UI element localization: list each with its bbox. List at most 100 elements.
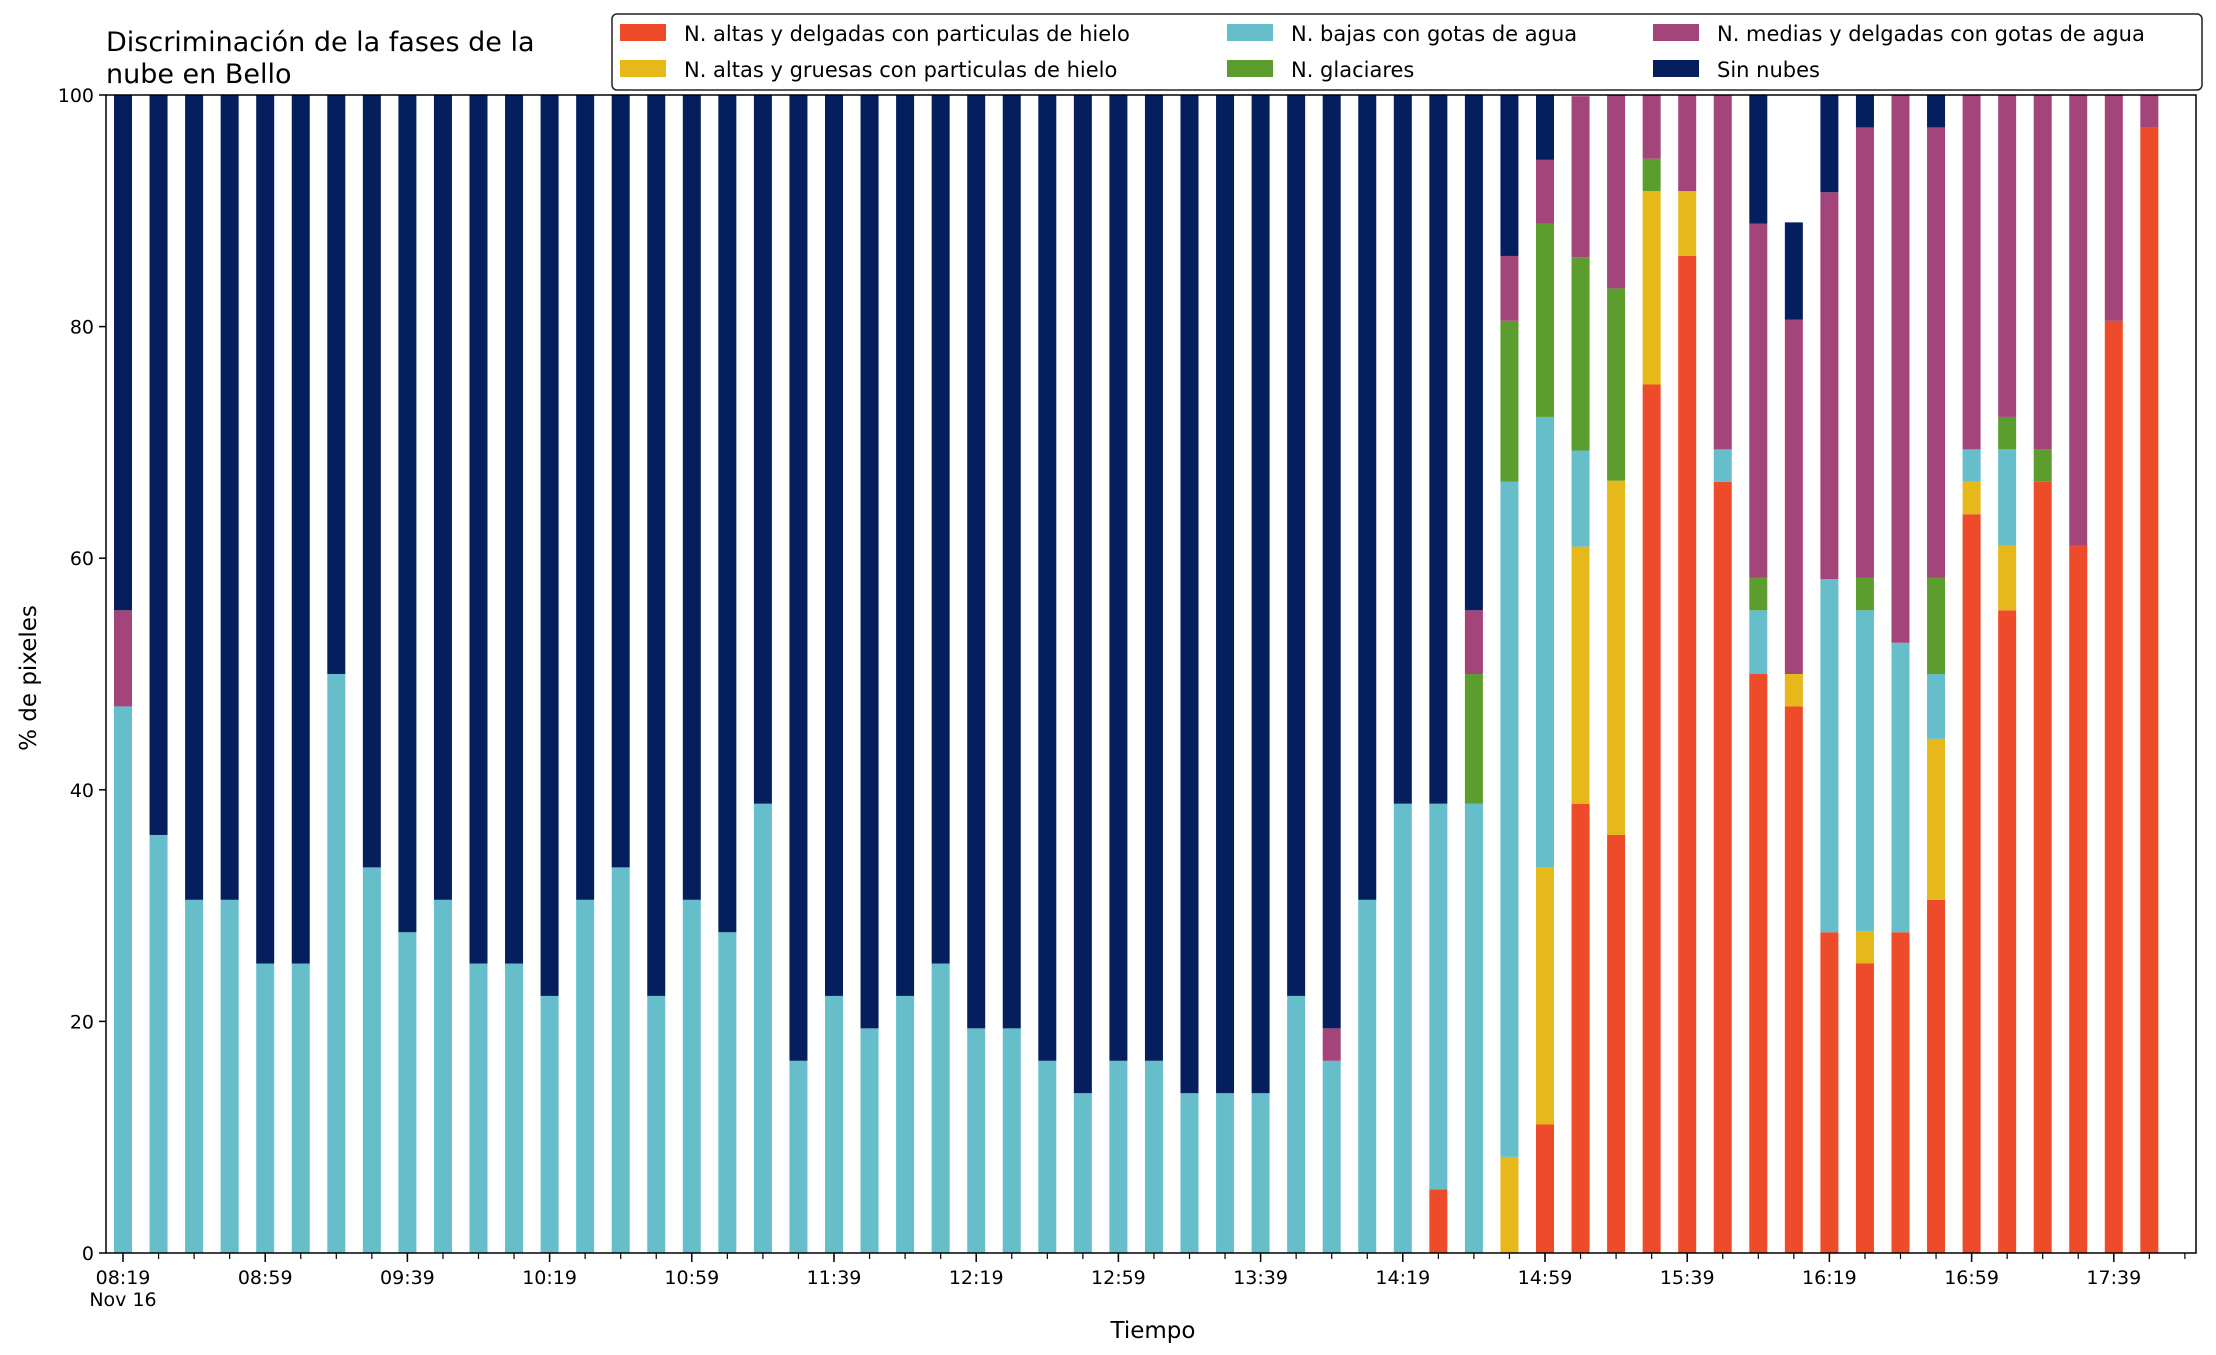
bar-segment-5 [114,610,132,707]
bar-segment-5 [2033,95,2052,450]
bar-segment-3 [185,899,204,1253]
bar-segment-3 [114,706,132,1253]
bar-segment-6 [1144,95,1163,1061]
bar-segment-2 [1500,1156,1519,1253]
bar-segment-2 [1642,191,1661,385]
bar-segment-6 [540,95,559,996]
bar-segment-3 [718,932,737,1253]
x-tick-label: 17:39 [2086,1267,2141,1289]
chart-title-line-1: Discriminación de la fases de la [106,27,535,58]
bar-segment-1 [2140,127,2159,1253]
bar-segment-4 [1464,674,1483,804]
bar-segment-6 [753,95,772,804]
legend-swatch-1 [620,24,666,41]
bar-segment-6 [576,95,595,900]
bar-segment-3 [1962,449,1981,482]
bar-segment-6 [647,95,666,996]
x-tick-label: 13:39 [1233,1267,1288,1289]
bar-segment-6 [682,95,701,900]
bar-segment-5 [1464,610,1483,674]
x-tick-label: 12:19 [949,1267,1004,1289]
bar-segment-1 [1642,384,1661,1253]
x-tick-label: 08:19 [96,1267,151,1289]
bar-segment-3 [1038,1060,1057,1253]
y-tick-label: 100 [58,85,94,107]
chart-title-line-2: nube en Bello [106,59,292,90]
bar-segment-6 [1927,95,1946,128]
bar-segment-5 [1642,95,1661,159]
bar-segment-6 [256,95,275,964]
bar-segment-3 [1073,1093,1092,1253]
bar-segment-6 [1322,95,1341,1029]
x-tick-label: 16:19 [1802,1267,1857,1289]
bar-segment-2 [1571,546,1590,804]
bar-segment-6 [1500,95,1519,256]
bar-segment-3 [753,803,772,1253]
bar-segment-6 [1536,95,1554,160]
bar-segment-3 [1287,995,1306,1253]
bar-segment-3 [1820,579,1839,933]
bar-segment-3 [1891,642,1910,933]
bar-segment-6 [967,95,986,1029]
bar-segment-6 [1109,95,1128,1061]
bar-segment-6 [896,95,915,996]
x-tick-label: Nov 16 [89,1289,156,1311]
bar-segment-1 [1536,1124,1554,1253]
legend-swatch-6 [1653,60,1699,77]
legend-swatch-2 [620,60,666,77]
bar-segment-3 [1855,610,1874,932]
bar-segment-1 [1749,674,1768,1253]
y-tick-label: 60 [70,548,94,570]
bar-segment-6 [433,95,452,900]
bar-segment-6 [1180,95,1199,1094]
x-tick-label: 16:59 [1944,1267,1999,1289]
bar-segment-6 [1002,95,1021,1029]
bar-segment-3 [1571,450,1590,547]
bar-segment-6 [1358,95,1377,900]
y-tick-label: 80 [70,317,94,339]
x-tick-label: 12:59 [1091,1267,1146,1289]
bar-segment-3 [1144,1060,1163,1253]
bar-segment-1 [1713,481,1732,1253]
bar-segment-2 [1855,931,1874,964]
bar-segment-6 [1820,95,1839,193]
bar-segment-2 [1927,738,1946,900]
bar-segment-2 [1784,674,1803,707]
bar-segment-3 [860,1028,879,1253]
bar-segment-4 [1855,577,1874,611]
bar-segment-5 [1962,95,1981,450]
bar-segment-6 [362,95,381,868]
bar-segment-3 [682,899,701,1253]
bar-segment-1 [1571,803,1590,1253]
bar-segment-6 [1429,95,1448,804]
bar-segment-3 [540,995,559,1253]
bar-segment-6 [611,95,630,868]
legend-swatch-4 [1227,60,1273,77]
bar-segment-5 [2140,95,2159,128]
bar-segment-3 [896,995,915,1253]
bar-segment-3 [256,963,275,1253]
bar-segment-5 [1749,223,1768,578]
bar-segment-3 [1536,416,1554,868]
bar-segment-5 [1500,255,1519,321]
y-axis-label: % de pixeles [16,605,42,751]
bar-segment-3 [505,963,524,1253]
bar-segment-5 [1536,159,1554,224]
bar-segment-1 [1891,932,1910,1253]
bar-segment-3 [149,834,168,1253]
plot-frame [105,94,2197,1254]
bar-segment-6 [1784,222,1803,320]
bar-segment-3 [1109,1060,1128,1253]
bar-segment-3 [825,995,843,1253]
legend: N. altas y delgadas con particulas de hi… [611,13,2203,91]
bar-segment-6 [1251,95,1270,1094]
bar-segment-3 [967,1028,986,1253]
bar-segment-4 [1607,288,1626,481]
bar-segment-5 [1571,96,1590,258]
bar-segment-3 [611,867,630,1253]
bar-segment-1 [1962,514,1981,1253]
bar-segment-3 [1927,674,1946,739]
bar-segment-6 [1749,95,1768,224]
bar-segment-6 [398,95,417,933]
